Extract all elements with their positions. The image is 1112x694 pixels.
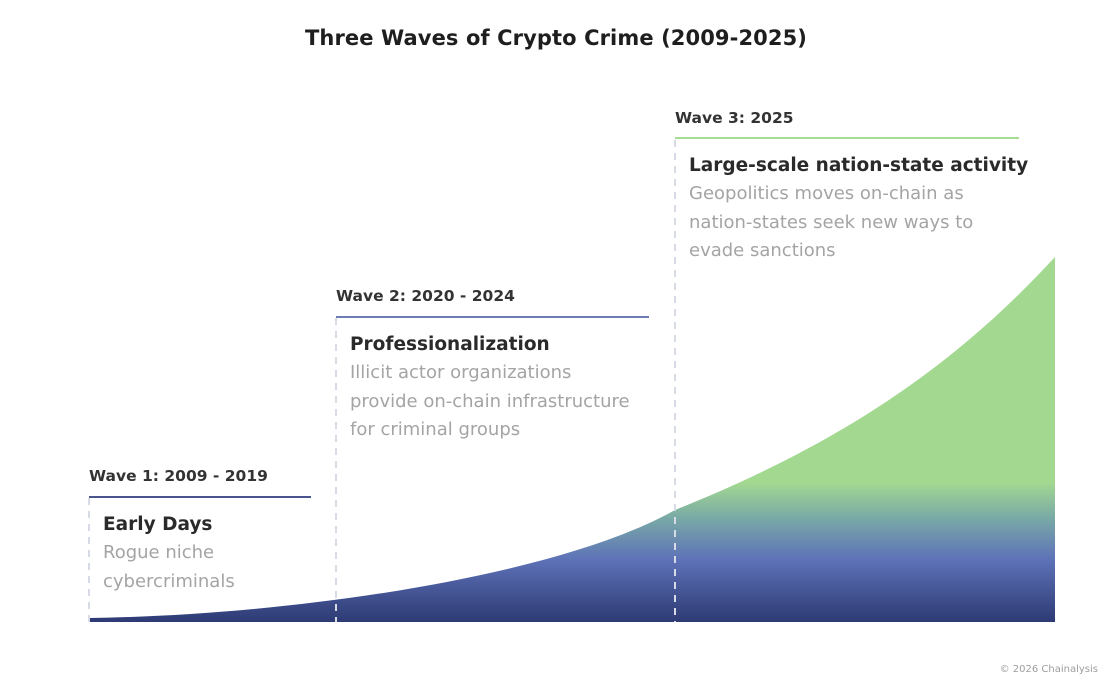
wave-2-description-line: provide on-chain infrastructure: [350, 390, 630, 412]
wave-1-body: Early Days Rogue niche cybercriminals: [103, 511, 235, 596]
wave-1-description-line: Rogue niche: [103, 542, 215, 563]
wave-2-description-line: Illicit actor organizations: [350, 362, 572, 383]
wave-3-description-line: Geopolitics moves on-chain as: [689, 183, 964, 204]
wave-3-underline: [675, 137, 1019, 139]
wave-1-description-line: cybercriminals: [103, 570, 235, 592]
wave-3-heading: Large-scale nation-state activity: [689, 155, 1029, 176]
copyright-notice: © 2026 Chainalysis: [999, 664, 1098, 675]
wave-3-description-line: evade sanctions: [689, 240, 836, 261]
wave-2-body: Professionalization Illicit actor organi…: [350, 331, 630, 445]
wave-2-label: Wave 2: 2020 - 2024: [336, 287, 515, 305]
wave-3-description-line: nation-states seek new ways to: [689, 211, 974, 233]
growth-curve-area: [89, 257, 1055, 622]
wave-2-underline: [336, 316, 649, 318]
wave-1-heading: Early Days: [103, 514, 213, 535]
wave-2-description-line: for criminal groups: [350, 419, 521, 440]
wave-1-label: Wave 1: 2009 - 2019: [89, 467, 268, 485]
wave-1-underline: [89, 496, 311, 498]
wave-2-heading: Professionalization: [350, 334, 550, 355]
wave-3-label: Wave 3: 2025: [675, 109, 794, 127]
diagram-title: Three Waves of Crypto Crime (2009-2025): [304, 26, 807, 50]
wave-3-body: Large-scale nation-state activity Geopol…: [689, 152, 1028, 266]
